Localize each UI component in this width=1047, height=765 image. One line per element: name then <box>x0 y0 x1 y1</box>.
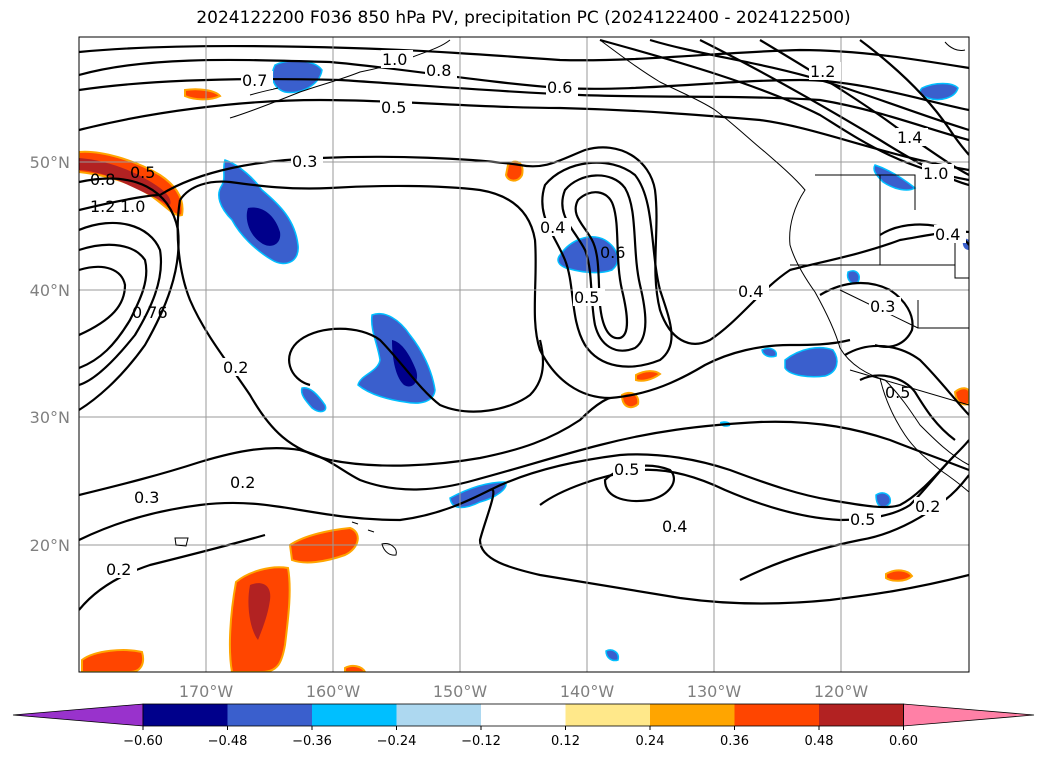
contour-label: 1.4 <box>897 128 922 147</box>
colorbar-tick-label: −0.60 <box>123 734 163 749</box>
lon-label: 170°W <box>179 682 234 701</box>
lon-label: 140°W <box>560 682 615 701</box>
lat-label: 30°N <box>30 408 70 427</box>
colorbar: −0.60 −0.48 −0.36 −0.24 −0.12 0.12 0.24 0.36 0.4… <box>12 703 1035 749</box>
lat-label: 40°N <box>30 281 70 300</box>
contour-label: 0.76 <box>132 303 168 322</box>
lon-label: 160°W <box>306 682 361 701</box>
contour-label: 0.6 <box>600 243 625 262</box>
contour-label: 0.8 <box>426 61 451 80</box>
contour-label: 0.2 <box>223 358 248 377</box>
colorbar-segment <box>565 704 650 726</box>
contour-label: 0.5 <box>614 460 639 479</box>
precip-positive-areas <box>79 88 969 672</box>
colorbar-tick-label: −0.12 <box>461 734 501 749</box>
colorbar-segment <box>12 703 144 727</box>
colorbar-segment <box>650 704 735 726</box>
contour-label: 1.2 <box>90 197 115 216</box>
contour-label: 0.3 <box>870 297 895 316</box>
contour-label-group: 0.7 1.0 0.8 0.6 0.5 1.2 1.4 1.0 0.3 0.8 … <box>90 50 966 579</box>
contour-label: 0.5 <box>850 510 875 529</box>
colorbar-tick-label: 0.24 <box>636 734 665 749</box>
contour-label: 0.5 <box>381 98 406 117</box>
colorbar-outline <box>142 703 904 727</box>
lon-label: 120°W <box>814 682 869 701</box>
lon-label: 150°W <box>433 682 488 701</box>
lon-label: 130°W <box>687 682 742 701</box>
contour-label: 0.6 <box>547 78 572 97</box>
colorbar-tick-label: 0.48 <box>805 734 834 749</box>
contour-label: 1.0 <box>120 197 145 216</box>
map-border <box>78 36 970 673</box>
contour-label: 0.2 <box>915 497 940 516</box>
contour-label: 0.2 <box>106 560 131 579</box>
contour-label: 0.5 <box>130 163 155 182</box>
colorbar-segment <box>734 704 819 726</box>
contour-label: 0.3 <box>134 488 159 507</box>
latitude-labels: 50°N 40°N 30°N 20°N <box>30 153 70 555</box>
map-graticule <box>79 37 969 672</box>
colorbar-tick-label: −0.48 <box>208 734 248 749</box>
contour-label: 0.2 <box>230 473 255 492</box>
colorbar-segment <box>903 703 1035 727</box>
lat-label: 50°N <box>30 153 70 172</box>
colorbar-segment <box>143 704 228 726</box>
colorbar-tick-label: 0.36 <box>720 734 749 749</box>
contour-label: 0.4 <box>540 218 565 237</box>
contour-label: 0.7 <box>242 71 267 90</box>
contour-label: 0.4 <box>662 517 687 536</box>
colorbar-segment <box>481 704 566 726</box>
colorbar-tick-label: −0.36 <box>292 734 332 749</box>
contour-label: 0.4 <box>935 225 960 244</box>
contour-label: 1.2 <box>810 62 835 81</box>
longitude-labels: 170°W 160°W 150°W 140°W 130°W 120°W <box>179 682 869 701</box>
colorbar-segment <box>396 704 481 726</box>
colorbar-segment <box>819 704 904 726</box>
contour-label: 1.0 <box>923 164 948 183</box>
map-title: 2024122200 F036 850 hPa PV, precipitatio… <box>196 8 851 28</box>
contour-label: 1.0 <box>382 50 407 69</box>
contour-label: 0.5 <box>885 383 910 402</box>
colorbar-tick-label: −0.24 <box>377 734 417 749</box>
contour-label: 0.8 <box>90 170 115 189</box>
coastlines <box>174 39 969 556</box>
contour-label: 0.4 <box>738 282 763 301</box>
colorbar-tick-label: 0.12 <box>551 734 580 749</box>
contour-label: 0.5 <box>574 288 599 307</box>
colorbar-segment <box>312 704 397 726</box>
contour-label: 0.3 <box>292 152 317 171</box>
lat-label: 20°N <box>30 536 70 555</box>
colorbar-tick-label: 0.60 <box>889 734 918 749</box>
colorbar-segment <box>227 704 312 726</box>
